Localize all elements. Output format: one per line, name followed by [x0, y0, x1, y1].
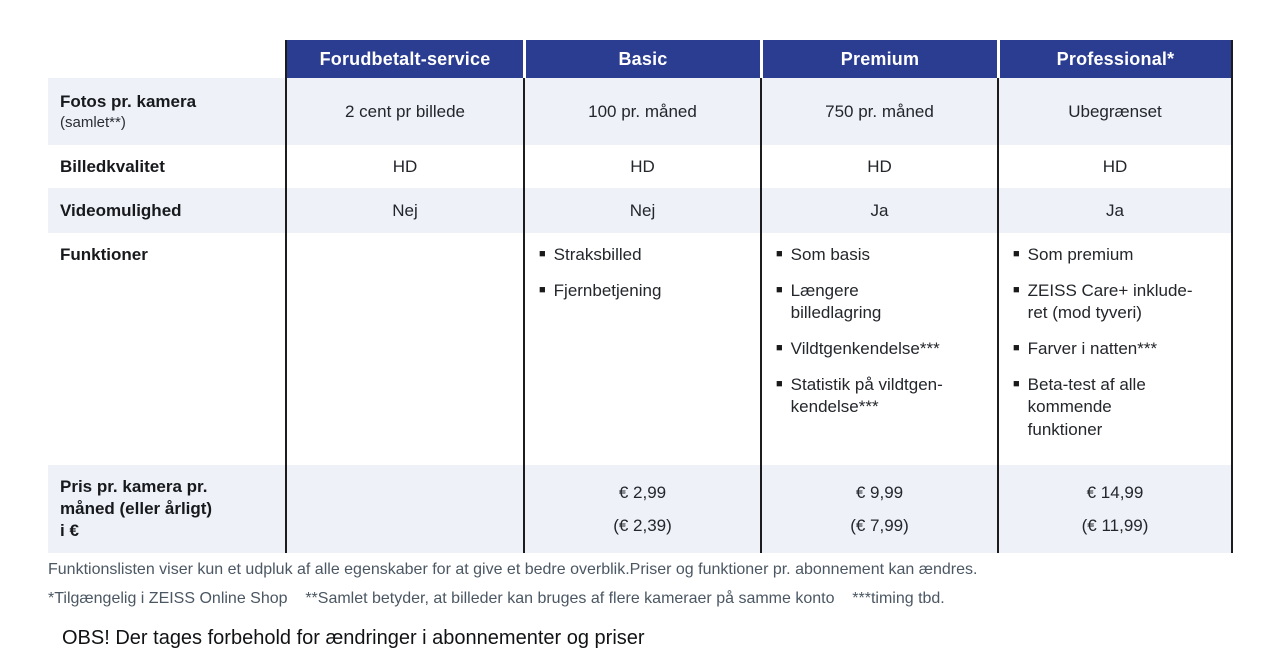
bullet-square-icon: ■: [539, 248, 546, 260]
feature-text: ZEISS Care+ inklude- ret (mod tyveri): [1027, 281, 1193, 323]
cell-billedkvalitet-forudbetalt: HD: [285, 145, 523, 188]
cell-billedkvalitet-professional: HD: [997, 145, 1233, 188]
cell-billedkvalitet-basic: HD: [523, 145, 760, 188]
feature-item: ■ ZEISS Care+ inklude- ret (mod tyveri): [1013, 280, 1225, 324]
feature-item: ■ Som premium: [1013, 244, 1225, 266]
cell-videomulighed-forudbetalt: Nej: [285, 188, 523, 233]
obs-disclaimer: OBS! Der tages forbehold for ændringer i…: [62, 627, 645, 649]
feature-text: Fjernbetjening: [553, 281, 662, 301]
cell-funktioner-professional: ■ Som premium ■ ZEISS Care+ inklude- ret (…: [997, 233, 1233, 465]
feature-text: Som basis: [790, 245, 871, 264]
feature-text: Som premium: [1027, 245, 1134, 264]
row-label-fotos-title: Fotos pr. kamera: [60, 92, 197, 112]
header-spacer: [48, 40, 285, 78]
row-label-funktioner: Funktioner: [60, 245, 148, 264]
feature-text: Statistik på vildtgen- kendelse***: [790, 375, 943, 417]
feature-list-premium: ■ Som basis ■ Længere billedlagring ■ Vildt…: [776, 244, 991, 419]
cell-fotos-basic: 100 pr. måned: [523, 78, 760, 145]
feature-text: Straksbilled: [553, 245, 642, 264]
price-yearly: (€ 11,99): [1081, 515, 1149, 535]
price-monthly: € 2,99: [618, 482, 667, 502]
cell-fotos-professional: Ubegrænset: [997, 78, 1233, 145]
bullet-square-icon: ■: [1013, 378, 1020, 391]
row-label-videomulighed: Videomulighed: [48, 188, 285, 233]
column-header-forudbetalt-service: Forudbetalt-service: [285, 40, 523, 78]
cell-pris-premium: € 9,99 (€ 7,99): [760, 465, 997, 553]
bullet-square-icon: ■: [776, 378, 783, 391]
feature-item: ■ Som basis: [776, 244, 991, 266]
bullet-square-icon: ■: [539, 284, 546, 297]
feature-text: Beta-test af alle kommende funktioner: [1027, 375, 1146, 439]
row-label-fotos-sublabel: (samlet**): [60, 113, 126, 131]
column-header-basic: Basic: [523, 40, 760, 78]
feature-text: Farver i natten***: [1027, 339, 1158, 359]
row-label-pris: Pris pr. kamera pr. måned (eller årligt)…: [48, 465, 285, 553]
bullet-square-icon: ■: [1013, 248, 1020, 260]
bullet-square-icon: ■: [776, 342, 783, 355]
footnote-asterisks: *Tilgængelig i ZEISS Online Shop **Samle…: [48, 590, 945, 607]
price-yearly: (€ 7,99): [850, 515, 909, 535]
cell-videomulighed-professional: Ja: [997, 188, 1233, 233]
bullet-square-icon: ■: [776, 248, 783, 260]
cell-pris-professional: € 14,99 (€ 11,99): [997, 465, 1233, 553]
column-header-professional: Professional*: [997, 40, 1233, 78]
feature-item: ■ Farver i natten***: [1013, 338, 1225, 360]
cell-videomulighed-premium: Ja: [760, 188, 997, 233]
cell-pris-forudbetalt-empty: [285, 465, 523, 553]
cell-funktioner-basic: ■ Straksbilled ■ Fjernbetjening: [523, 233, 760, 465]
bullet-square-icon: ■: [776, 284, 783, 297]
price-monthly: € 14,99: [1086, 482, 1144, 502]
column-header-premium: Premium: [760, 40, 997, 78]
feature-item: ■ Længere billedlagring: [776, 280, 991, 324]
cell-funktioner-premium: ■ Som basis ■ Længere billedlagring ■ Vildt…: [760, 233, 997, 465]
feature-text: Længere billedlagring: [790, 281, 882, 323]
feature-item: ■ Beta-test af alle kommende funktioner: [1013, 374, 1225, 440]
cell-billedkvalitet-premium: HD: [760, 145, 997, 188]
row-label-fotos: Fotos pr. kamera (samlet**): [48, 78, 285, 145]
feature-list-professional: ■ Som premium ■ ZEISS Care+ inklude- ret (…: [1013, 244, 1225, 441]
cell-funktioner-forudbetalt-empty: [285, 233, 523, 465]
cell-videomulighed-basic: Nej: [523, 188, 760, 233]
cell-fotos-premium: 750 pr. måned: [760, 78, 997, 145]
feature-list-basic: ■ Straksbilled ■ Fjernbetjening: [539, 244, 754, 302]
bullet-square-icon: ■: [1013, 342, 1020, 355]
row-label-billedkvalitet: Billedkvalitet: [60, 156, 165, 176]
feature-item: ■ Statistik på vildtgen- kendelse***: [776, 374, 991, 418]
feature-item: ■ Fjernbetjening: [539, 280, 754, 302]
cell-fotos-forudbetalt: 2 cent pr billede: [285, 78, 523, 145]
footnote-overview: Funktionslisten viser kun et udpluk af a…: [48, 561, 978, 578]
feature-text: Vildtgenkendelse***: [790, 339, 940, 359]
feature-item: ■ Straksbilled: [539, 244, 754, 266]
price-yearly: (€ 2,39): [613, 515, 672, 535]
cell-pris-basic: € 2,99 (€ 2,39): [523, 465, 760, 553]
bullet-square-icon: ■: [1013, 284, 1020, 297]
price-monthly: € 9,99: [855, 482, 904, 502]
feature-item: ■ Vildtgenkendelse***: [776, 338, 991, 360]
pricing-table: Forudbetalt-service Basic Premium Profes…: [48, 40, 1233, 553]
